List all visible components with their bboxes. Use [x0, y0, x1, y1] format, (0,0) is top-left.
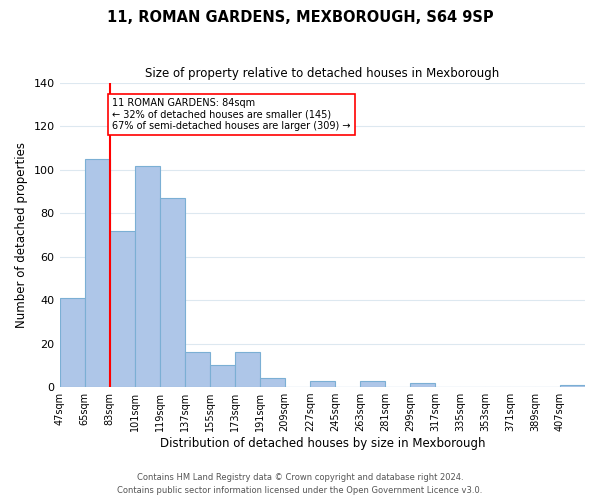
Bar [235, 352, 260, 387]
Bar [260, 378, 285, 387]
Bar [134, 166, 160, 387]
Bar [59, 298, 85, 387]
Bar [85, 159, 110, 387]
Bar [360, 380, 385, 387]
Bar [209, 366, 235, 387]
Text: Contains HM Land Registry data © Crown copyright and database right 2024.
Contai: Contains HM Land Registry data © Crown c… [118, 474, 482, 495]
Bar [560, 385, 585, 387]
Text: 11 ROMAN GARDENS: 84sqm
← 32% of detached houses are smaller (145)
67% of semi-d: 11 ROMAN GARDENS: 84sqm ← 32% of detache… [112, 98, 351, 132]
Y-axis label: Number of detached properties: Number of detached properties [15, 142, 28, 328]
Bar [110, 230, 134, 387]
Title: Size of property relative to detached houses in Mexborough: Size of property relative to detached ho… [145, 68, 499, 80]
Text: 11, ROMAN GARDENS, MEXBOROUGH, S64 9SP: 11, ROMAN GARDENS, MEXBOROUGH, S64 9SP [107, 10, 493, 25]
Bar [310, 380, 335, 387]
Bar [160, 198, 185, 387]
Bar [410, 382, 435, 387]
Bar [185, 352, 209, 387]
X-axis label: Distribution of detached houses by size in Mexborough: Distribution of detached houses by size … [160, 437, 485, 450]
